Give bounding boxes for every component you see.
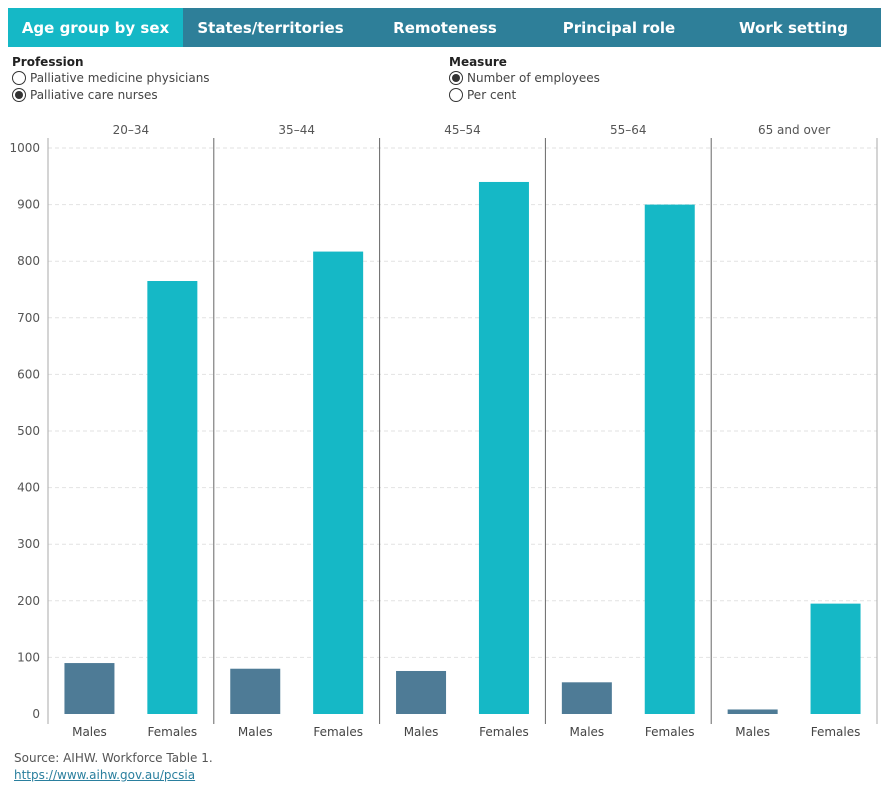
panel-header: 55–64	[610, 123, 647, 137]
x-category-label: Females	[645, 725, 695, 739]
bar-females	[313, 251, 364, 714]
bar-males	[396, 670, 447, 714]
y-tick-label: 900	[17, 198, 40, 212]
profession-option-label: Palliative medicine physicians	[30, 71, 210, 85]
panel-header: 35–44	[278, 123, 315, 137]
profession-option-nurses[interactable]: Palliative care nurses	[12, 88, 158, 102]
radio-number[interactable]	[449, 71, 463, 85]
y-tick-label: 600	[17, 367, 40, 381]
measure-title: Measure	[449, 55, 507, 69]
bar-males	[230, 668, 281, 714]
profession-option-physicians[interactable]: Palliative medicine physicians	[12, 71, 210, 85]
x-category-label: Males	[404, 725, 439, 739]
bar-females	[810, 603, 861, 714]
tab-age-group-by-sex[interactable]: Age group by sex	[8, 8, 183, 47]
radio-physicians[interactable]	[12, 71, 26, 85]
x-category-label: Males	[72, 725, 107, 739]
panel-header: 65 and over	[758, 123, 830, 137]
tab-remoteness[interactable]: Remoteness	[393, 18, 497, 37]
bar-males	[561, 682, 612, 714]
y-tick-label: 700	[17, 311, 40, 325]
panel-header: 20–34	[113, 123, 150, 137]
y-tick-label: 100	[17, 650, 40, 664]
measure-option-label: Per cent	[467, 88, 517, 102]
tab-work-setting[interactable]: Work setting	[739, 18, 848, 37]
tab-principal-role[interactable]: Principal role	[562, 18, 676, 37]
bar-females	[644, 204, 695, 714]
bar-females	[147, 281, 198, 714]
bar-males	[727, 709, 778, 714]
measure-option-percent[interactable]: Per cent	[449, 88, 516, 102]
y-tick-label: 500	[17, 424, 40, 438]
measure-option-number[interactable]: Number of employees	[449, 71, 600, 85]
x-category-label: Females	[148, 725, 198, 739]
bar-chart: 0 100 200 300 400 500 600 700 800 900 1000 20–34 35–…	[9, 123, 878, 739]
radio-nurses[interactable]	[12, 88, 26, 102]
bar-females	[478, 181, 529, 715]
tab-bar: Age group by sex States/territories Remo…	[8, 8, 881, 47]
bar-males	[64, 663, 115, 714]
y-tick-label: 1000	[9, 141, 40, 155]
y-tick-label: 400	[17, 481, 40, 495]
measure-option-label: Number of employees	[467, 71, 600, 85]
panel-header: 45–54	[444, 123, 481, 137]
x-category-label: Females	[811, 725, 861, 739]
x-category-label: Females	[313, 725, 363, 739]
source-note: Source: AIHW. Workforce Table 1.	[14, 751, 213, 765]
radio-percent[interactable]	[449, 88, 463, 102]
y-tick-label: 300	[17, 537, 40, 551]
x-category-label: Males	[735, 725, 770, 739]
x-category-label: Females	[479, 725, 529, 739]
tab-states-territories[interactable]: States/territories	[197, 18, 344, 37]
profession-option-label: Palliative care nurses	[30, 88, 158, 102]
source-link[interactable]: https://www.aihw.gov.au/pcsia	[14, 768, 196, 782]
x-category-label: Males	[238, 725, 273, 739]
y-tick-label: 0	[32, 707, 40, 721]
y-tick-label: 800	[17, 254, 40, 268]
profession-title: Profession	[12, 55, 84, 69]
y-tick-label: 200	[17, 594, 40, 608]
x-category-label: Males	[570, 725, 605, 739]
